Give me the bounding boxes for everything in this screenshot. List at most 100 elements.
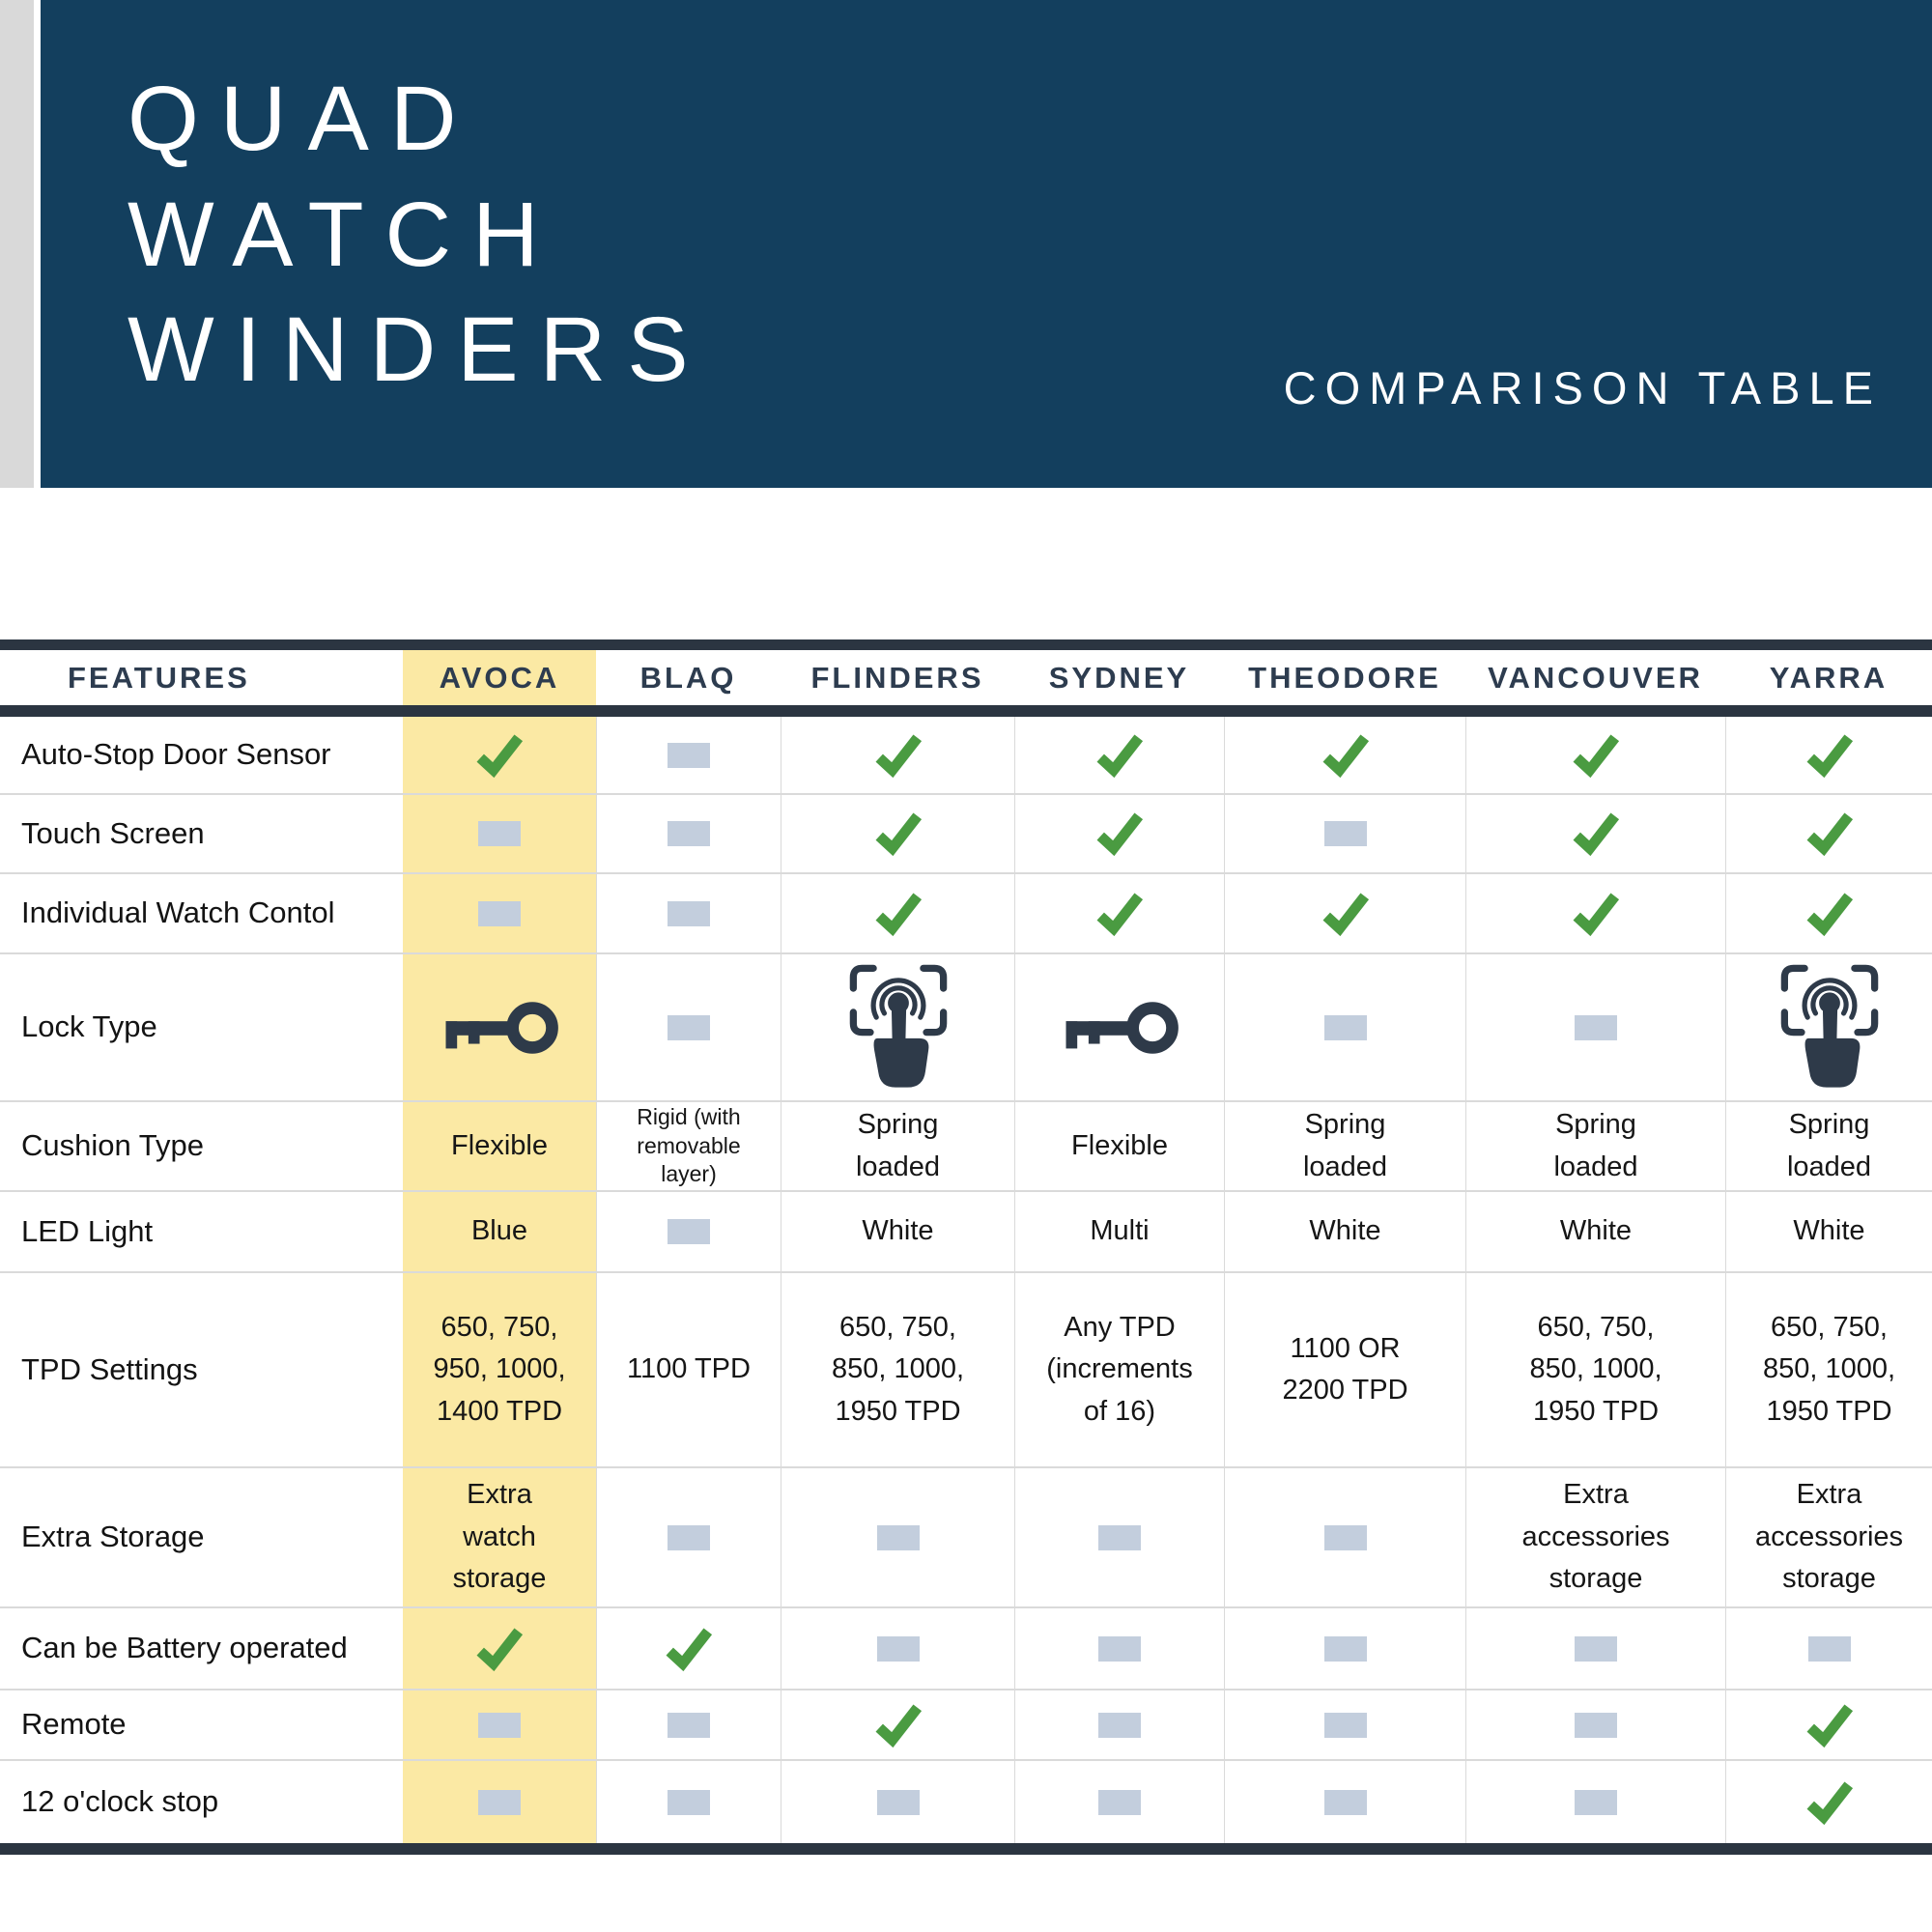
- check-icon: [476, 1627, 524, 1671]
- not-available-dash-icon: [668, 1219, 710, 1244]
- column-header-theodore: THEODORE: [1248, 660, 1441, 695]
- cell-vancouver: [1465, 1608, 1725, 1689]
- not-available-dash-icon: [478, 1712, 521, 1738]
- not-available-dash-icon: [1098, 1789, 1141, 1815]
- feature-label: Auto-Stop Door Sensor: [21, 737, 331, 772]
- cell-vancouver: [1465, 717, 1725, 793]
- cell-blaq: [596, 874, 781, 952]
- table-header-row: FEATURES AVOCA BLAQ FLINDERS SYDNEY THEODORE V…: [0, 650, 1932, 705]
- feature-label: Extra Storage: [21, 1520, 205, 1554]
- cell-yarra: [1725, 1761, 1932, 1843]
- not-available-dash-icon: [478, 821, 521, 846]
- cell-theodore: [1224, 717, 1465, 793]
- cell-theodore: [1224, 1468, 1465, 1606]
- cell-yarra: [1725, 954, 1932, 1100]
- check-icon: [875, 892, 922, 936]
- column-header-avoca: AVOCA: [403, 650, 596, 705]
- cell-sydney: [1014, 1608, 1224, 1689]
- not-available-dash-icon: [1098, 1635, 1141, 1662]
- cell-avoca: [403, 717, 596, 793]
- divider-bar-under-header: [0, 705, 1932, 717]
- table-row: Touch Screen: [0, 795, 1932, 874]
- feature-label: Can be Battery operated: [21, 1631, 348, 1665]
- cell-avoca: Extra watch storage: [403, 1468, 596, 1606]
- check-icon: [1096, 812, 1144, 857]
- fingerprint-touch-lock-icon: [849, 964, 947, 1088]
- table-row: Extra Storage Extra watch storage Extra ac…: [0, 1468, 1932, 1608]
- not-available-dash-icon: [876, 1524, 920, 1550]
- cell-blaq: [596, 1608, 781, 1689]
- cell-sydney: [1014, 717, 1224, 793]
- cell-blaq: 1100 TPD: [596, 1273, 781, 1466]
- not-available-dash-icon: [668, 900, 710, 926]
- cell-flinders: [781, 795, 1014, 872]
- cell-yarra: Extra accessories storage: [1725, 1468, 1932, 1606]
- cell-flinders: [781, 1608, 1014, 1689]
- cell-sydney: Flexible: [1014, 1102, 1224, 1190]
- feature-label: LED Light: [21, 1213, 154, 1248]
- table-row: Individual Watch Contol: [0, 874, 1932, 954]
- not-available-dash-icon: [668, 1789, 710, 1815]
- cell-vancouver: 650, 750, 850, 1000, 1950 TPD: [1465, 1273, 1725, 1466]
- not-available-dash-icon: [1323, 1712, 1367, 1738]
- cell-theodore: 1100 OR 2200 TPD: [1224, 1273, 1465, 1466]
- not-available-dash-icon: [478, 1789, 521, 1815]
- column-header-vancouver: VANCOUVER: [1488, 660, 1703, 695]
- table-row: Cushion Type Flexible Rigid (with removabl…: [0, 1102, 1932, 1192]
- feature-label: Touch Screen: [21, 815, 205, 850]
- key-lock-icon: [445, 1001, 558, 1054]
- table-body: Auto-Stop Door Sensor Touch Screen Individ…: [0, 717, 1932, 1843]
- column-header-features: FEATURES: [68, 660, 250, 695]
- cell-theodore: White: [1224, 1192, 1465, 1271]
- table-row: 12 o'clock stop: [0, 1761, 1932, 1843]
- feature-label: Individual Watch Contol: [21, 895, 335, 930]
- check-icon: [875, 733, 922, 778]
- cell-avoca: [403, 795, 596, 872]
- cell-avoca: [403, 1761, 596, 1843]
- check-icon: [875, 812, 922, 857]
- not-available-dash-icon: [1575, 1635, 1617, 1662]
- cell-sydney: [1014, 1761, 1224, 1843]
- cell-theodore: Spring loaded: [1224, 1102, 1465, 1190]
- not-available-dash-icon: [478, 900, 521, 926]
- check-icon: [1322, 733, 1369, 778]
- cell-avoca: [403, 954, 596, 1100]
- cell-theodore: [1224, 795, 1465, 872]
- cell-vancouver: [1465, 1690, 1725, 1759]
- feature-label: Remote: [21, 1707, 127, 1742]
- not-available-dash-icon: [1098, 1524, 1141, 1550]
- not-available-dash-icon: [1323, 1524, 1367, 1550]
- not-available-dash-icon: [876, 1789, 920, 1815]
- comparison-table: FEATURES AVOCA BLAQ FLINDERS SYDNEY THEODORE V…: [0, 639, 1932, 1855]
- check-icon: [1806, 892, 1853, 936]
- cell-vancouver: [1465, 795, 1725, 872]
- check-icon: [1806, 733, 1853, 778]
- cell-flinders: 650, 750, 850, 1000, 1950 TPD: [781, 1273, 1014, 1466]
- cell-sydney: [1014, 874, 1224, 952]
- navy-banner: [41, 0, 1932, 488]
- cell-blaq: [596, 1468, 781, 1606]
- feature-label: TPD Settings: [21, 1351, 198, 1386]
- check-icon: [1096, 733, 1144, 778]
- cell-sydney: Multi: [1014, 1192, 1224, 1271]
- table-row: Can be Battery operated: [0, 1608, 1932, 1690]
- cell-yarra: [1725, 1690, 1932, 1759]
- cell-yarra: 650, 750, 850, 1000, 1950 TPD: [1725, 1273, 1932, 1466]
- divider-bar-top: [0, 639, 1932, 650]
- column-header-blaq: BLAQ: [639, 660, 737, 695]
- cell-vancouver: White: [1465, 1192, 1725, 1271]
- cell-blaq: [596, 954, 781, 1100]
- cell-avoca: 650, 750, 950, 1000, 1400 TPD: [403, 1273, 596, 1466]
- header-banner: QUAD WATCH WINDERS COMPARISON TABLE: [0, 0, 1932, 488]
- feature-label: 12 o'clock stop: [21, 1784, 219, 1819]
- cell-blaq: [596, 1761, 781, 1843]
- cell-flinders: White: [781, 1192, 1014, 1271]
- cell-sydney: [1014, 1690, 1224, 1759]
- check-icon: [666, 1627, 713, 1671]
- cell-flinders: [781, 1468, 1014, 1606]
- check-icon: [1573, 812, 1620, 857]
- check-icon: [1806, 1780, 1853, 1825]
- table-row: Remote: [0, 1690, 1932, 1761]
- cell-flinders: [781, 954, 1014, 1100]
- column-header-sydney: SYDNEY: [1048, 660, 1190, 695]
